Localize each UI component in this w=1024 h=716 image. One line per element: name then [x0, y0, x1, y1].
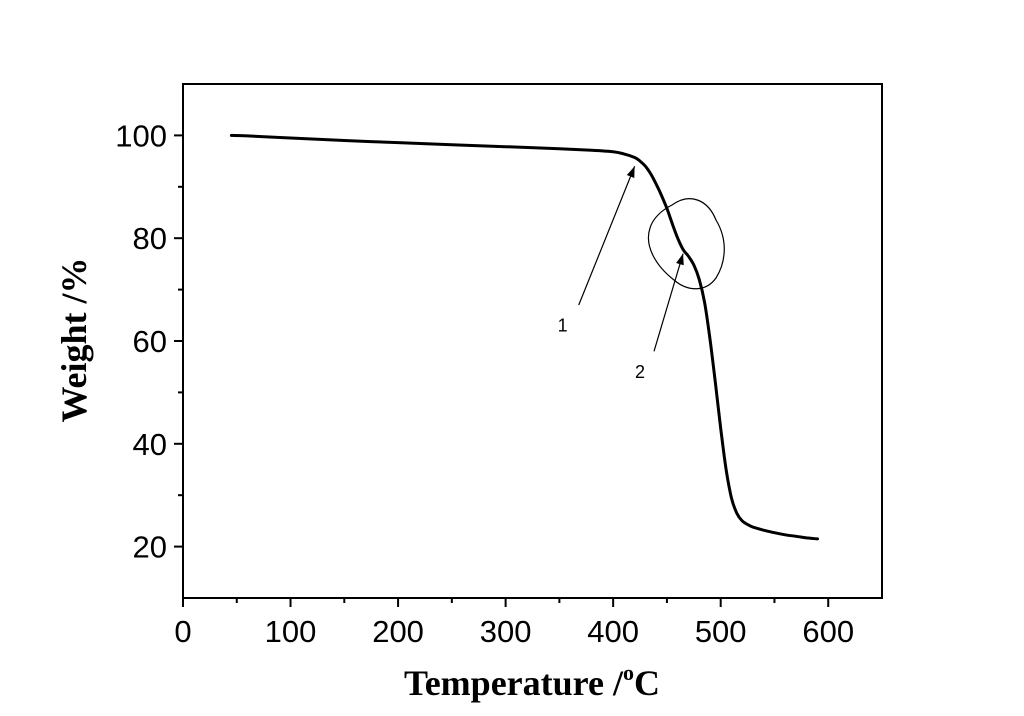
x-axis-title-unit: C [634, 663, 660, 703]
x-tick-label: 300 [480, 614, 532, 649]
annotations: 12 [558, 166, 684, 382]
y-tick-labels: 20 40 60 80 100 [115, 118, 167, 564]
series-line [229, 133, 819, 541]
x-tick-label: 100 [265, 614, 317, 649]
annotation-arrowhead [676, 253, 684, 266]
x-tick-label: 400 [587, 614, 639, 649]
x-axis-title: Temperature /oC [404, 660, 660, 703]
annotation-label: 2 [635, 362, 645, 382]
annotation-arrow-line [653, 253, 684, 352]
y-tick-label: 80 [133, 221, 167, 256]
y-tick-label: 100 [115, 118, 167, 153]
x-tick-label: 0 [174, 614, 191, 649]
x-tick-label: 600 [802, 614, 854, 649]
hand-drawn-circle [647, 198, 725, 290]
x-tick-label: 500 [695, 614, 747, 649]
major-ticks [174, 134, 830, 607]
y-tick-label: 20 [133, 530, 167, 565]
x-tick-label: 200 [372, 614, 424, 649]
x-axis-title-main: Temperature / [404, 663, 624, 703]
y-tick-label: 40 [133, 427, 167, 462]
x-tick-labels: 0 100 200 300 400 500 600 [174, 614, 854, 649]
minor-ticks [178, 185, 776, 603]
annotation-arrowhead [626, 166, 635, 178]
plot-frame [182, 83, 883, 599]
annotation-label: 1 [558, 316, 568, 336]
y-axis-title: Weight /% [54, 257, 94, 422]
x-axis-title-unit-sup: o [623, 660, 634, 685]
y-tick-label: 60 [133, 324, 167, 359]
annotation-arrow-line [578, 166, 636, 306]
